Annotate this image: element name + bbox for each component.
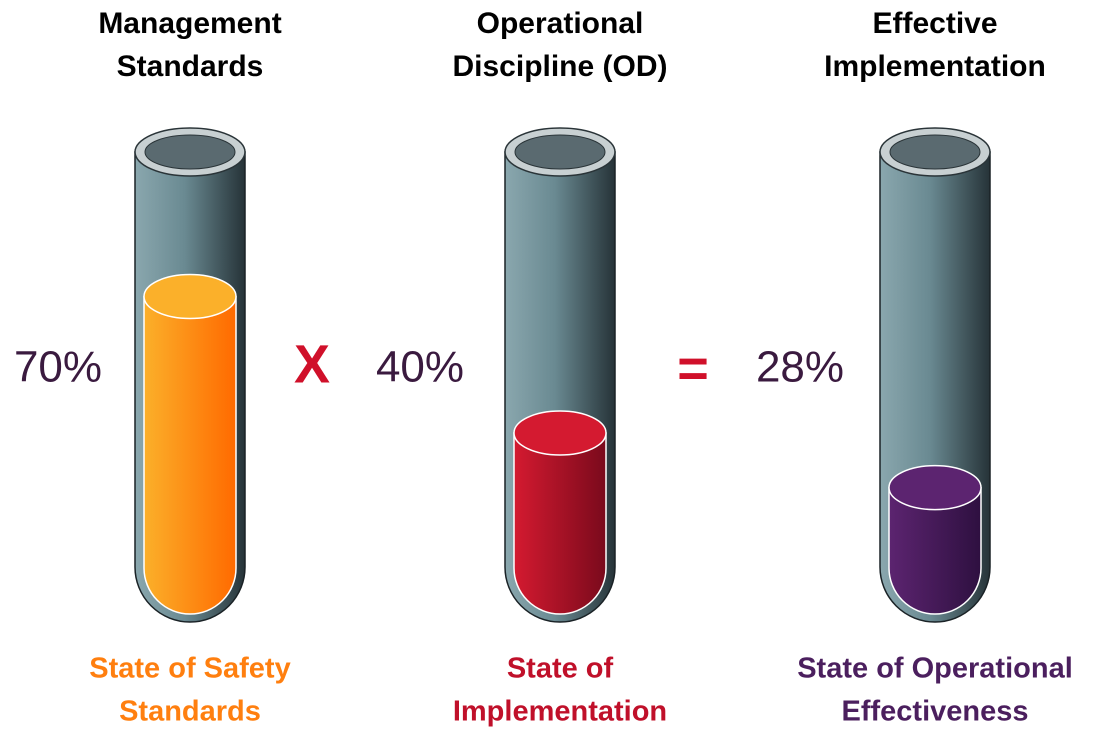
tube-title: Standards — [117, 50, 264, 83]
value-label: 40% — [376, 343, 464, 392]
tube-caption: State of Operational — [797, 653, 1073, 685]
tube-title: Operational — [477, 7, 644, 40]
tube-opening — [145, 135, 235, 169]
tube-opening — [515, 135, 605, 169]
liquid — [144, 297, 236, 615]
infographic: X = Management Standards 70% State of Safet… — [0, 0, 1118, 739]
liquid-surface — [144, 275, 236, 319]
value-label: 28% — [756, 343, 844, 392]
liquid-surface — [514, 411, 606, 455]
liquid-surface — [889, 466, 981, 510]
tube-caption: State of — [507, 653, 614, 685]
tube-title: Management — [98, 7, 281, 40]
tube-title: Implementation — [824, 50, 1046, 83]
tube-caption: State of Safety — [89, 653, 290, 685]
tube-opening — [890, 135, 980, 169]
operator-times: X — [294, 334, 330, 394]
tube-caption: Standards — [119, 696, 261, 728]
liquid — [514, 433, 606, 614]
tube-title: Discipline (OD) — [452, 50, 667, 83]
value-label: 70% — [14, 343, 102, 392]
tube-caption: Implementation — [453, 696, 667, 728]
tube-title: Effective — [872, 7, 997, 40]
operator-equals: = — [677, 338, 709, 398]
tube-caption: Effectiveness — [842, 696, 1029, 728]
